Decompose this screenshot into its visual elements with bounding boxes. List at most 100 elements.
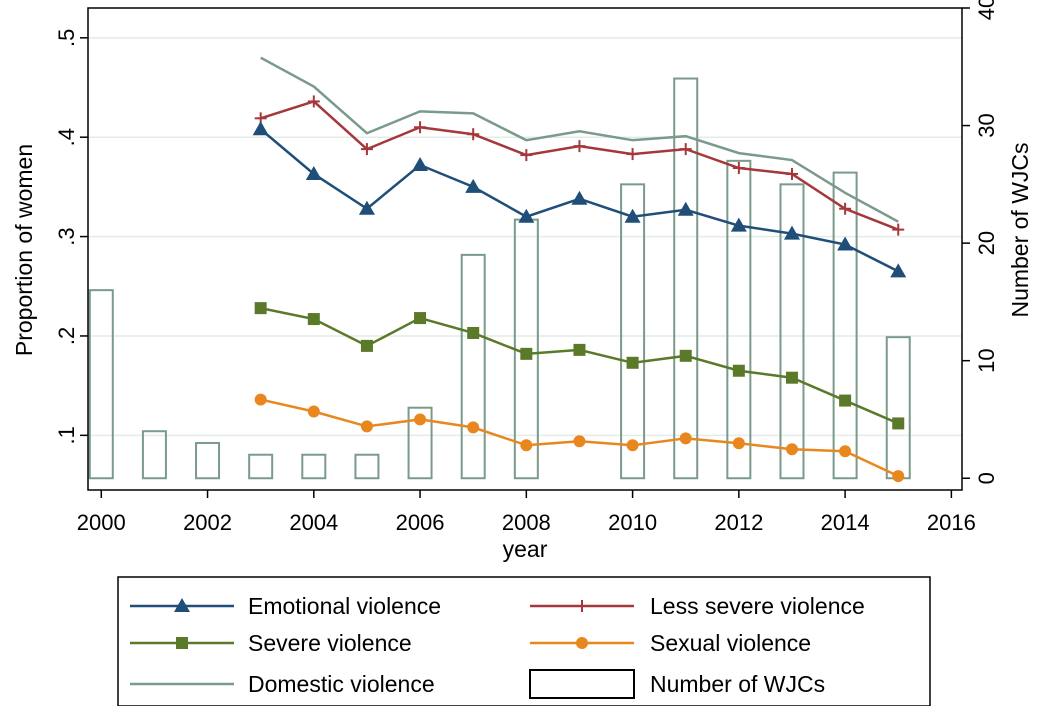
data-point-less-severe-violence (839, 202, 852, 215)
legend-marker (576, 637, 588, 649)
data-point-sexual-violence (254, 393, 267, 406)
data-point-sexual-violence (360, 420, 373, 433)
data-point-emotional-violence (412, 157, 429, 172)
x-tick-label: 2010 (608, 510, 657, 535)
x-tick-label: 2016 (927, 510, 976, 535)
data-point-sexual-violence (467, 421, 480, 434)
y-right-tick-label: 20 (974, 231, 999, 255)
data-point-emotional-violence (783, 225, 800, 240)
legend-label: Less severe violence (650, 593, 865, 619)
data-point-emotional-violence (730, 217, 747, 232)
wjc-bar (354, 453, 380, 480)
data-point-emotional-violence (624, 208, 641, 223)
y-right-tick-label: 30 (974, 113, 999, 137)
y-right-axis-ticks: 0 10 20 30 40 (962, 0, 999, 484)
legend-item-sexual-violence: Sexual violence (530, 630, 811, 656)
legend-box (117, 576, 931, 706)
x-tick-label: 2004 (289, 510, 338, 535)
data-point-severe-violence (520, 347, 533, 360)
x-tick-label: 2006 (396, 510, 445, 535)
y-right-tick-label: 40 (974, 0, 999, 20)
data-point-severe-violence (785, 371, 798, 384)
legend-marker (176, 637, 188, 649)
y-right-axis-title: Number of WJCs (1007, 142, 1033, 317)
wjc-bar (460, 253, 486, 480)
data-point-sexual-violence (573, 435, 586, 448)
data-point-severe-violence (307, 313, 320, 326)
wjc-bar (195, 441, 221, 480)
y-right-tick-label: 10 (974, 348, 999, 372)
data-point-less-severe-violence (626, 148, 639, 161)
data-point-emotional-violence (305, 165, 322, 180)
data-point-less-severe-violence (732, 162, 745, 175)
legend-item-number-of-wjcs: Number of WJCs (529, 669, 825, 699)
data-point-emotional-violence (358, 200, 375, 215)
data-point-emotional-violence (890, 263, 907, 278)
data-point-emotional-violence (465, 178, 482, 193)
data-point-severe-violence (360, 339, 373, 352)
data-point-emotional-violence (252, 121, 269, 136)
data-point-severe-violence (892, 417, 905, 430)
data-point-sexual-violence (626, 439, 639, 452)
legend-marker (174, 598, 190, 612)
x-tick-label: 2008 (502, 510, 551, 535)
y-left-axis-title: Proportion of women (11, 144, 37, 356)
data-point-severe-violence (573, 343, 586, 356)
data-point-emotional-violence (837, 236, 854, 251)
wjc-bar (673, 77, 699, 480)
wjc-bar (88, 289, 114, 480)
legend-marker (576, 600, 588, 612)
legend-item-severe-violence: Severe violence (130, 630, 412, 656)
data-point-sexual-violence (414, 413, 427, 426)
x-tick-label: 2000 (77, 510, 126, 535)
legend-label: Number of WJCs (650, 671, 825, 697)
data-point-severe-violence (414, 312, 427, 325)
y-left-tick-label: .5 (54, 29, 79, 47)
x-axis-ticks: 2000 2002 2004 2006 2008 2010 2012 2014 2016 (77, 490, 976, 535)
data-point-less-severe-violence (679, 143, 692, 156)
legend-label: Severe violence (248, 630, 412, 656)
data-point-severe-violence (467, 326, 480, 339)
data-point-severe-violence (679, 349, 692, 362)
legend: Emotional violence Less severe violence Se… (117, 576, 931, 706)
x-tick-label: 2014 (821, 510, 870, 535)
gridlines (88, 37, 962, 437)
data-point-emotional-violence (677, 201, 694, 216)
data-point-emotional-violence (571, 190, 588, 205)
wjc-bar (248, 453, 274, 480)
y-left-tick-label: .2 (54, 327, 79, 345)
data-point-less-severe-violence (892, 223, 905, 236)
data-point-emotional-violence (518, 208, 535, 223)
wjc-bar (141, 430, 167, 480)
y-left-tick-label: .1 (54, 426, 79, 444)
x-axis-title: year (503, 536, 548, 562)
legend-item-less-severe-violence: Less severe violence (530, 593, 865, 619)
data-point-less-severe-violence (785, 167, 798, 180)
plot-frame (87, 7, 963, 491)
data-point-sexual-violence (839, 445, 852, 458)
data-point-less-severe-violence (360, 143, 373, 156)
wjc-bar (407, 406, 433, 480)
x-tick-label: 2002 (183, 510, 232, 535)
x-tick-label: 2012 (714, 510, 763, 535)
legend-label: Domestic violence (248, 671, 435, 697)
data-point-less-severe-violence (307, 95, 320, 108)
legend-label: Emotional violence (248, 593, 441, 619)
y-left-tick-label: .4 (54, 128, 79, 146)
data-point-sexual-violence (892, 470, 905, 483)
wjc-bar (301, 453, 327, 480)
y-left-tick-label: .3 (54, 227, 79, 245)
wjc-bars (88, 77, 911, 480)
wjc-bar (832, 171, 858, 480)
data-point-severe-violence (254, 302, 267, 315)
series-line-domestic-violence (260, 56, 899, 223)
y-right-tick-label: 0 (974, 472, 999, 484)
data-point-severe-violence (732, 364, 745, 377)
data-point-less-severe-violence (573, 140, 586, 153)
series-markers (252, 95, 907, 483)
legend-label: Sexual violence (650, 630, 811, 656)
data-point-severe-violence (839, 394, 852, 407)
data-point-sexual-violence (679, 432, 692, 445)
wjc-bar (726, 159, 752, 480)
